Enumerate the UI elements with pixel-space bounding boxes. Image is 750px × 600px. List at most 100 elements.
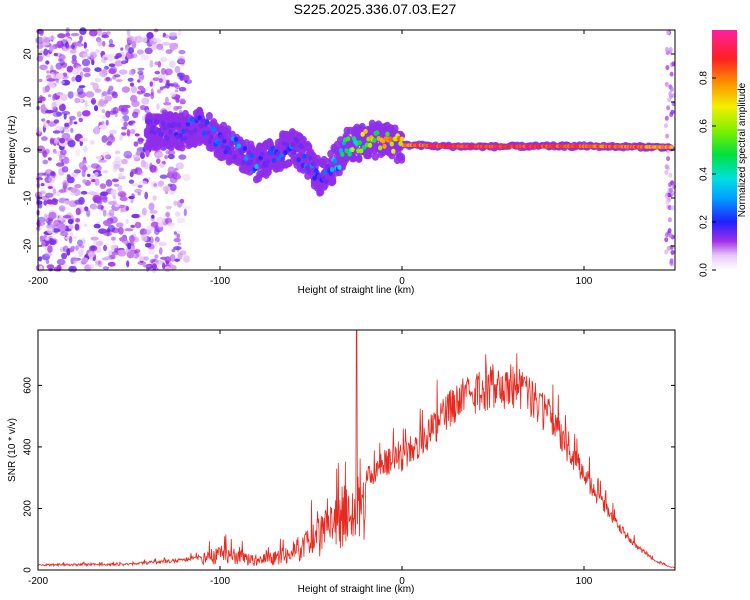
noise-blob — [156, 158, 161, 165]
noise-blob — [79, 35, 83, 42]
noise-blob — [35, 127, 42, 134]
noise-blob — [137, 261, 146, 265]
noise-blob — [38, 256, 43, 262]
noise-blob — [171, 248, 176, 253]
noise-blob — [167, 166, 176, 175]
noise-blob — [93, 239, 98, 248]
noise-blob — [119, 134, 124, 141]
ridge-halo — [350, 154, 358, 163]
noise-blob — [38, 172, 43, 178]
noise-blob — [51, 228, 61, 233]
noise-blob — [143, 92, 151, 97]
noise-blob — [668, 172, 673, 178]
noise-blob — [81, 170, 86, 178]
noise-blob — [169, 183, 177, 191]
noise-blob — [149, 162, 153, 171]
noise-blob — [162, 185, 171, 192]
noise-blob — [126, 129, 131, 137]
noise-blob — [129, 128, 136, 135]
colorbar-label: Normalized spectral amplitude — [737, 82, 748, 217]
noise-blob — [103, 244, 107, 252]
noise-blob — [76, 111, 82, 118]
ridge-point — [363, 128, 368, 134]
noise-blob — [125, 218, 129, 224]
noise-blob — [128, 47, 135, 54]
noise-blob — [45, 192, 54, 198]
noise-blob — [103, 232, 112, 237]
noise-blob — [149, 81, 153, 87]
ridge-point — [209, 134, 214, 140]
ridge-point — [193, 128, 198, 134]
noise-blob — [122, 104, 131, 109]
noise-blob — [94, 78, 101, 83]
noise-blob — [62, 72, 68, 77]
noise-blob — [140, 152, 145, 160]
noise-blob — [669, 258, 674, 264]
noise-blob — [151, 214, 155, 219]
noise-blob — [47, 94, 52, 98]
ridge-point — [347, 151, 352, 157]
noise-blob — [182, 205, 192, 209]
x-tick-label: -100 — [210, 576, 230, 587]
noise-blob — [62, 215, 72, 219]
noise-blob — [159, 247, 163, 255]
ridge-point — [372, 137, 377, 143]
noise-blob — [134, 188, 143, 194]
noise-blob — [141, 234, 146, 241]
snr-x-ticks: -200 -100 0 100 — [28, 330, 593, 587]
noise-blob — [156, 89, 162, 94]
noise-blob — [108, 68, 116, 74]
noise-blob — [114, 247, 119, 253]
noise-blob — [169, 254, 176, 262]
noise-blob — [141, 97, 150, 105]
noise-blob — [58, 223, 66, 229]
noise-blob — [173, 200, 178, 206]
noise-blob — [108, 209, 115, 217]
noise-blob — [667, 97, 672, 103]
ridge-point — [201, 130, 207, 136]
noise-blob — [664, 169, 669, 175]
noise-blob — [148, 248, 155, 255]
noise-blob — [39, 96, 46, 102]
noise-blob — [161, 42, 171, 46]
snr-x-label: Height of straight line (km) — [298, 584, 415, 595]
noise-blob — [178, 86, 187, 92]
ridge-point — [233, 136, 239, 142]
noise-blob — [164, 265, 172, 272]
noise-blob — [169, 177, 178, 184]
noise-blob — [94, 171, 99, 177]
noise-blob — [95, 49, 100, 54]
noise-blob — [127, 77, 134, 82]
ridge-point — [359, 148, 364, 154]
noise-blob — [89, 29, 98, 37]
noise-blob — [39, 265, 43, 273]
noise-blob — [126, 28, 131, 37]
noise-blob — [143, 161, 149, 170]
noise-blob — [67, 139, 76, 148]
noise-blob — [668, 187, 673, 193]
noise-blob — [107, 261, 116, 267]
noise-blob — [130, 183, 140, 187]
noise-blob — [178, 154, 187, 160]
snr-frame — [37, 329, 676, 571]
noise-blob — [152, 77, 160, 81]
y-tick-label: 600 — [23, 377, 34, 394]
noise-blob — [64, 137, 73, 141]
noise-blob — [176, 217, 186, 224]
noise-blob — [121, 158, 128, 165]
noise-blob — [101, 34, 110, 39]
noise-blob — [124, 228, 134, 232]
ridge-point — [147, 119, 153, 125]
noise-blob — [121, 86, 130, 93]
noise-blob — [670, 109, 675, 115]
noise-blob — [89, 140, 95, 145]
noise-blob — [664, 237, 669, 243]
noise-blob — [90, 163, 100, 169]
noise-blob — [39, 29, 44, 36]
noise-blob — [111, 178, 119, 183]
noise-blob — [48, 175, 56, 183]
figure-title: S225.2025.336.07.03.E27 — [294, 1, 457, 17]
ridge-point — [385, 131, 390, 137]
noise-blob — [125, 154, 132, 159]
